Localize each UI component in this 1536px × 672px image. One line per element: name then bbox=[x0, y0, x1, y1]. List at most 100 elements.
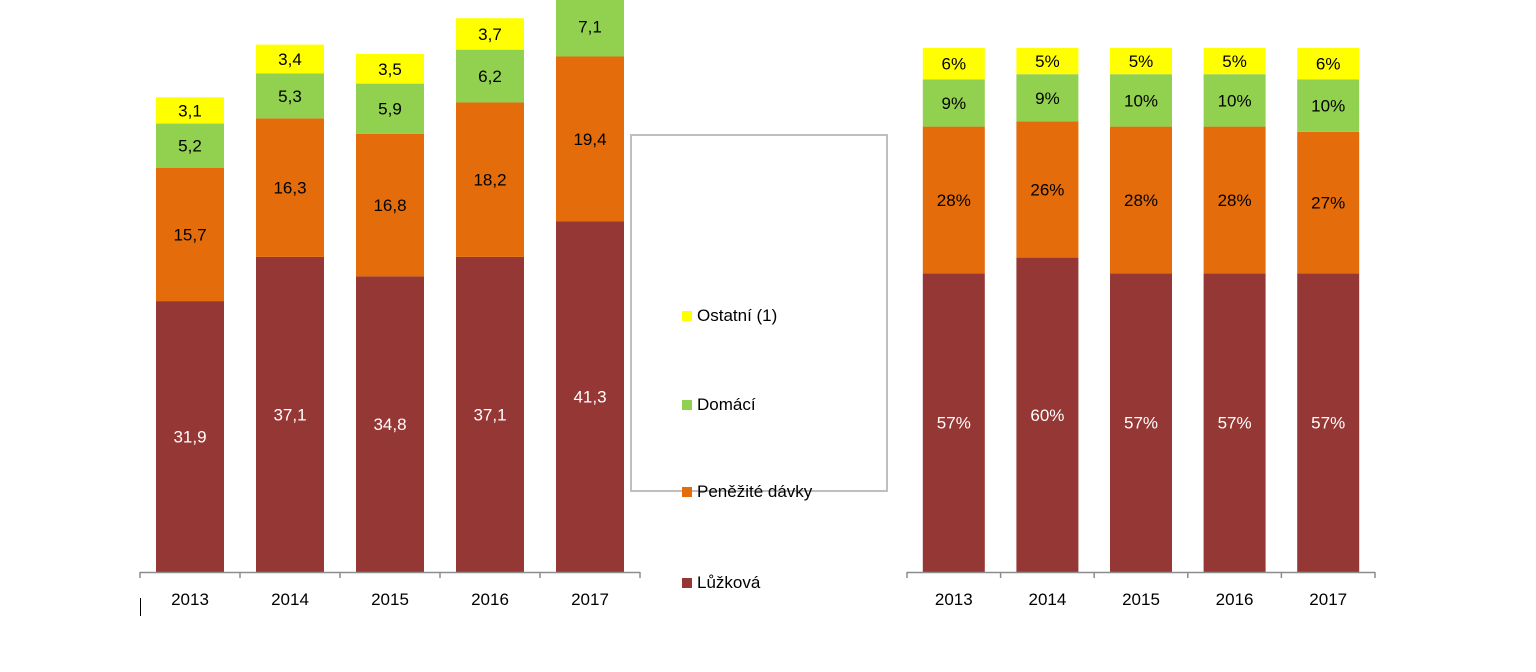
data-label-luzkova-2017: 41,3 bbox=[573, 388, 606, 407]
x-tick-label-2017: 2017 bbox=[1309, 590, 1347, 609]
data-label-ostatni-1-2015: 3,5 bbox=[378, 60, 402, 79]
data-label-domaci-2016: 10% bbox=[1218, 91, 1252, 110]
bar-domaci-2016 bbox=[456, 49, 524, 103]
data-label-penezite-davky-2013: 15,7 bbox=[173, 225, 206, 244]
bar-ostatni-1-2015 bbox=[1110, 48, 1172, 75]
legend-item-penezite-davky: Peněžité dávky bbox=[682, 481, 812, 503]
legend-swatch-ostatni bbox=[682, 311, 692, 321]
legend-item-domaci: Domácí bbox=[682, 394, 756, 416]
absolute-stacked-bar-chart: 31,9 15,7 5,2 3,1 2013 37,1 16,3 5,3 3,4 2014 34,8… bbox=[139, 0, 641, 609]
x-tick-label-2014: 2014 bbox=[271, 590, 309, 609]
bar-domaci-2016 bbox=[1203, 74, 1266, 127]
data-label-luzkova-2015: 34,8 bbox=[373, 415, 406, 434]
data-label-ostatni-1-2013: 3,1 bbox=[178, 101, 202, 120]
bar-luzkova-2013 bbox=[156, 301, 224, 572]
bar-penezite-davky-2013 bbox=[156, 167, 224, 301]
data-label-ostatni-1-2013: 6% bbox=[942, 55, 967, 74]
data-label-domaci-2017: 10% bbox=[1311, 97, 1345, 116]
bar-ostatni-1-2014 bbox=[256, 44, 324, 74]
data-label-domaci-2014: 5,3 bbox=[278, 87, 302, 106]
data-label-penezite-davky-2017: 19,4 bbox=[573, 130, 606, 149]
data-label-penezite-davky-2017: 27% bbox=[1311, 194, 1345, 213]
bar-ostatni-1-2013 bbox=[156, 97, 224, 124]
data-label-penezite-davky-2015: 16,8 bbox=[373, 196, 406, 215]
bar-luzkova-2016 bbox=[1203, 273, 1266, 572]
data-label-luzkova-2017: 57% bbox=[1311, 414, 1345, 433]
bar-luzkova-2017 bbox=[1297, 273, 1360, 572]
legend-label-penezite-davky: Peněžité dávky bbox=[697, 482, 813, 501]
data-label-ostatni-1-2017: 6% bbox=[1316, 55, 1341, 74]
data-label-domaci-2014: 9% bbox=[1035, 89, 1060, 108]
bar-penezite-davky-2016 bbox=[1203, 126, 1266, 274]
data-label-domaci-2015: 5,9 bbox=[378, 100, 402, 119]
bar-penezite-davky-2015 bbox=[1110, 126, 1172, 274]
x-tick-label-2013: 2013 bbox=[935, 590, 973, 609]
x-tick-label-2015: 2015 bbox=[371, 590, 409, 609]
data-label-penezite-davky-2014: 16,3 bbox=[273, 179, 306, 198]
bar-penezite-davky-2015 bbox=[356, 133, 424, 277]
x-tick-label-2016: 2016 bbox=[471, 590, 509, 609]
x-tick-label-2014: 2014 bbox=[1028, 590, 1066, 609]
data-label-domaci-2013: 9% bbox=[942, 94, 967, 113]
data-label-penezite-davky-2015: 28% bbox=[1124, 191, 1158, 210]
x-tick-label-2016: 2016 bbox=[1216, 590, 1254, 609]
legend: Ostatní (1) Domácí Peněžité dávky Lůžkov… bbox=[630, 134, 888, 592]
percent-stacked-bar-chart: 57% 28% 9% 6% 2013 60% 26% 9% 5% 2014 57% 28% 10% 5% 2… bbox=[906, 48, 1376, 609]
bar-luzkova-2015 bbox=[356, 276, 424, 572]
data-label-penezite-davky-2016: 28% bbox=[1218, 191, 1252, 210]
legend-label-luzkova: Lůžková bbox=[697, 573, 761, 592]
data-label-penezite-davky-2013: 28% bbox=[937, 191, 971, 210]
data-label-ostatni-1-2016: 5% bbox=[1222, 52, 1247, 71]
bar-penezite-davky-2013 bbox=[922, 126, 985, 274]
bar-domaci-2014 bbox=[256, 73, 324, 119]
bar-luzkova-2013 bbox=[922, 273, 985, 572]
x-tick-label-2013: 2013 bbox=[171, 590, 209, 609]
bar-luzkova-2014 bbox=[256, 256, 324, 572]
legend-item-luzkova: Lůžková bbox=[682, 572, 760, 594]
bar-luzkova-2016 bbox=[456, 256, 524, 572]
data-label-ostatni-1-2016: 3,7 bbox=[478, 25, 502, 44]
bar-domaci-2017 bbox=[556, 0, 624, 57]
bar-domaci-2014 bbox=[1016, 74, 1079, 122]
data-label-ostatni-1-2014: 5% bbox=[1035, 52, 1060, 71]
data-label-domaci-2013: 5,2 bbox=[178, 137, 202, 156]
bar-domaci-2017 bbox=[1297, 79, 1360, 132]
legend-item-ostatni: Ostatní (1) bbox=[682, 305, 777, 327]
bar-domaci-2015 bbox=[356, 83, 424, 134]
data-label-ostatni-1-2015: 5% bbox=[1129, 52, 1154, 71]
bar-penezite-davky-2016 bbox=[456, 102, 524, 257]
bar-domaci-2013 bbox=[156, 123, 224, 168]
bar-domaci-2013 bbox=[922, 79, 985, 127]
bar-ostatni-1-2015 bbox=[356, 53, 424, 84]
bar-luzkova-2014 bbox=[1016, 257, 1079, 572]
bar-ostatni-1-2014 bbox=[1016, 48, 1079, 75]
data-label-domaci-2017: 7,1 bbox=[578, 17, 602, 36]
bar-penezite-davky-2014 bbox=[1016, 121, 1079, 258]
data-label-luzkova-2015: 57% bbox=[1124, 414, 1158, 433]
data-label-luzkova-2014: 37,1 bbox=[273, 405, 306, 424]
bar-penezite-davky-2017 bbox=[556, 56, 624, 222]
data-label-domaci-2016: 6,2 bbox=[478, 67, 502, 86]
legend-label-domaci: Domácí bbox=[697, 395, 756, 414]
bar-ostatni-1-2017 bbox=[1297, 48, 1360, 80]
data-label-luzkova-2013: 31,9 bbox=[173, 428, 206, 447]
bar-ostatni-1-2016 bbox=[1203, 48, 1266, 75]
data-label-domaci-2015: 10% bbox=[1124, 91, 1158, 110]
data-label-luzkova-2016: 37,1 bbox=[473, 405, 506, 424]
bar-penezite-davky-2014 bbox=[256, 118, 324, 257]
legend-label-ostatni: Ostatní (1) bbox=[697, 306, 778, 325]
data-label-luzkova-2013: 57% bbox=[937, 414, 971, 433]
text-cursor-mark bbox=[140, 598, 141, 616]
x-tick-label-2017: 2017 bbox=[571, 590, 609, 609]
bar-domaci-2015 bbox=[1110, 74, 1172, 127]
bar-luzkova-2017 bbox=[556, 221, 624, 572]
bar-penezite-davky-2017 bbox=[1297, 131, 1360, 274]
bar-ostatni-1-2016 bbox=[456, 18, 524, 50]
data-label-luzkova-2014: 60% bbox=[1030, 406, 1064, 425]
bar-luzkova-2015 bbox=[1110, 273, 1172, 572]
legend-swatch-penezite-davky bbox=[682, 487, 692, 497]
data-label-ostatni-1-2014: 3,4 bbox=[278, 50, 302, 69]
data-label-penezite-davky-2014: 26% bbox=[1030, 181, 1064, 200]
bar-ostatni-1-2013 bbox=[922, 48, 985, 80]
